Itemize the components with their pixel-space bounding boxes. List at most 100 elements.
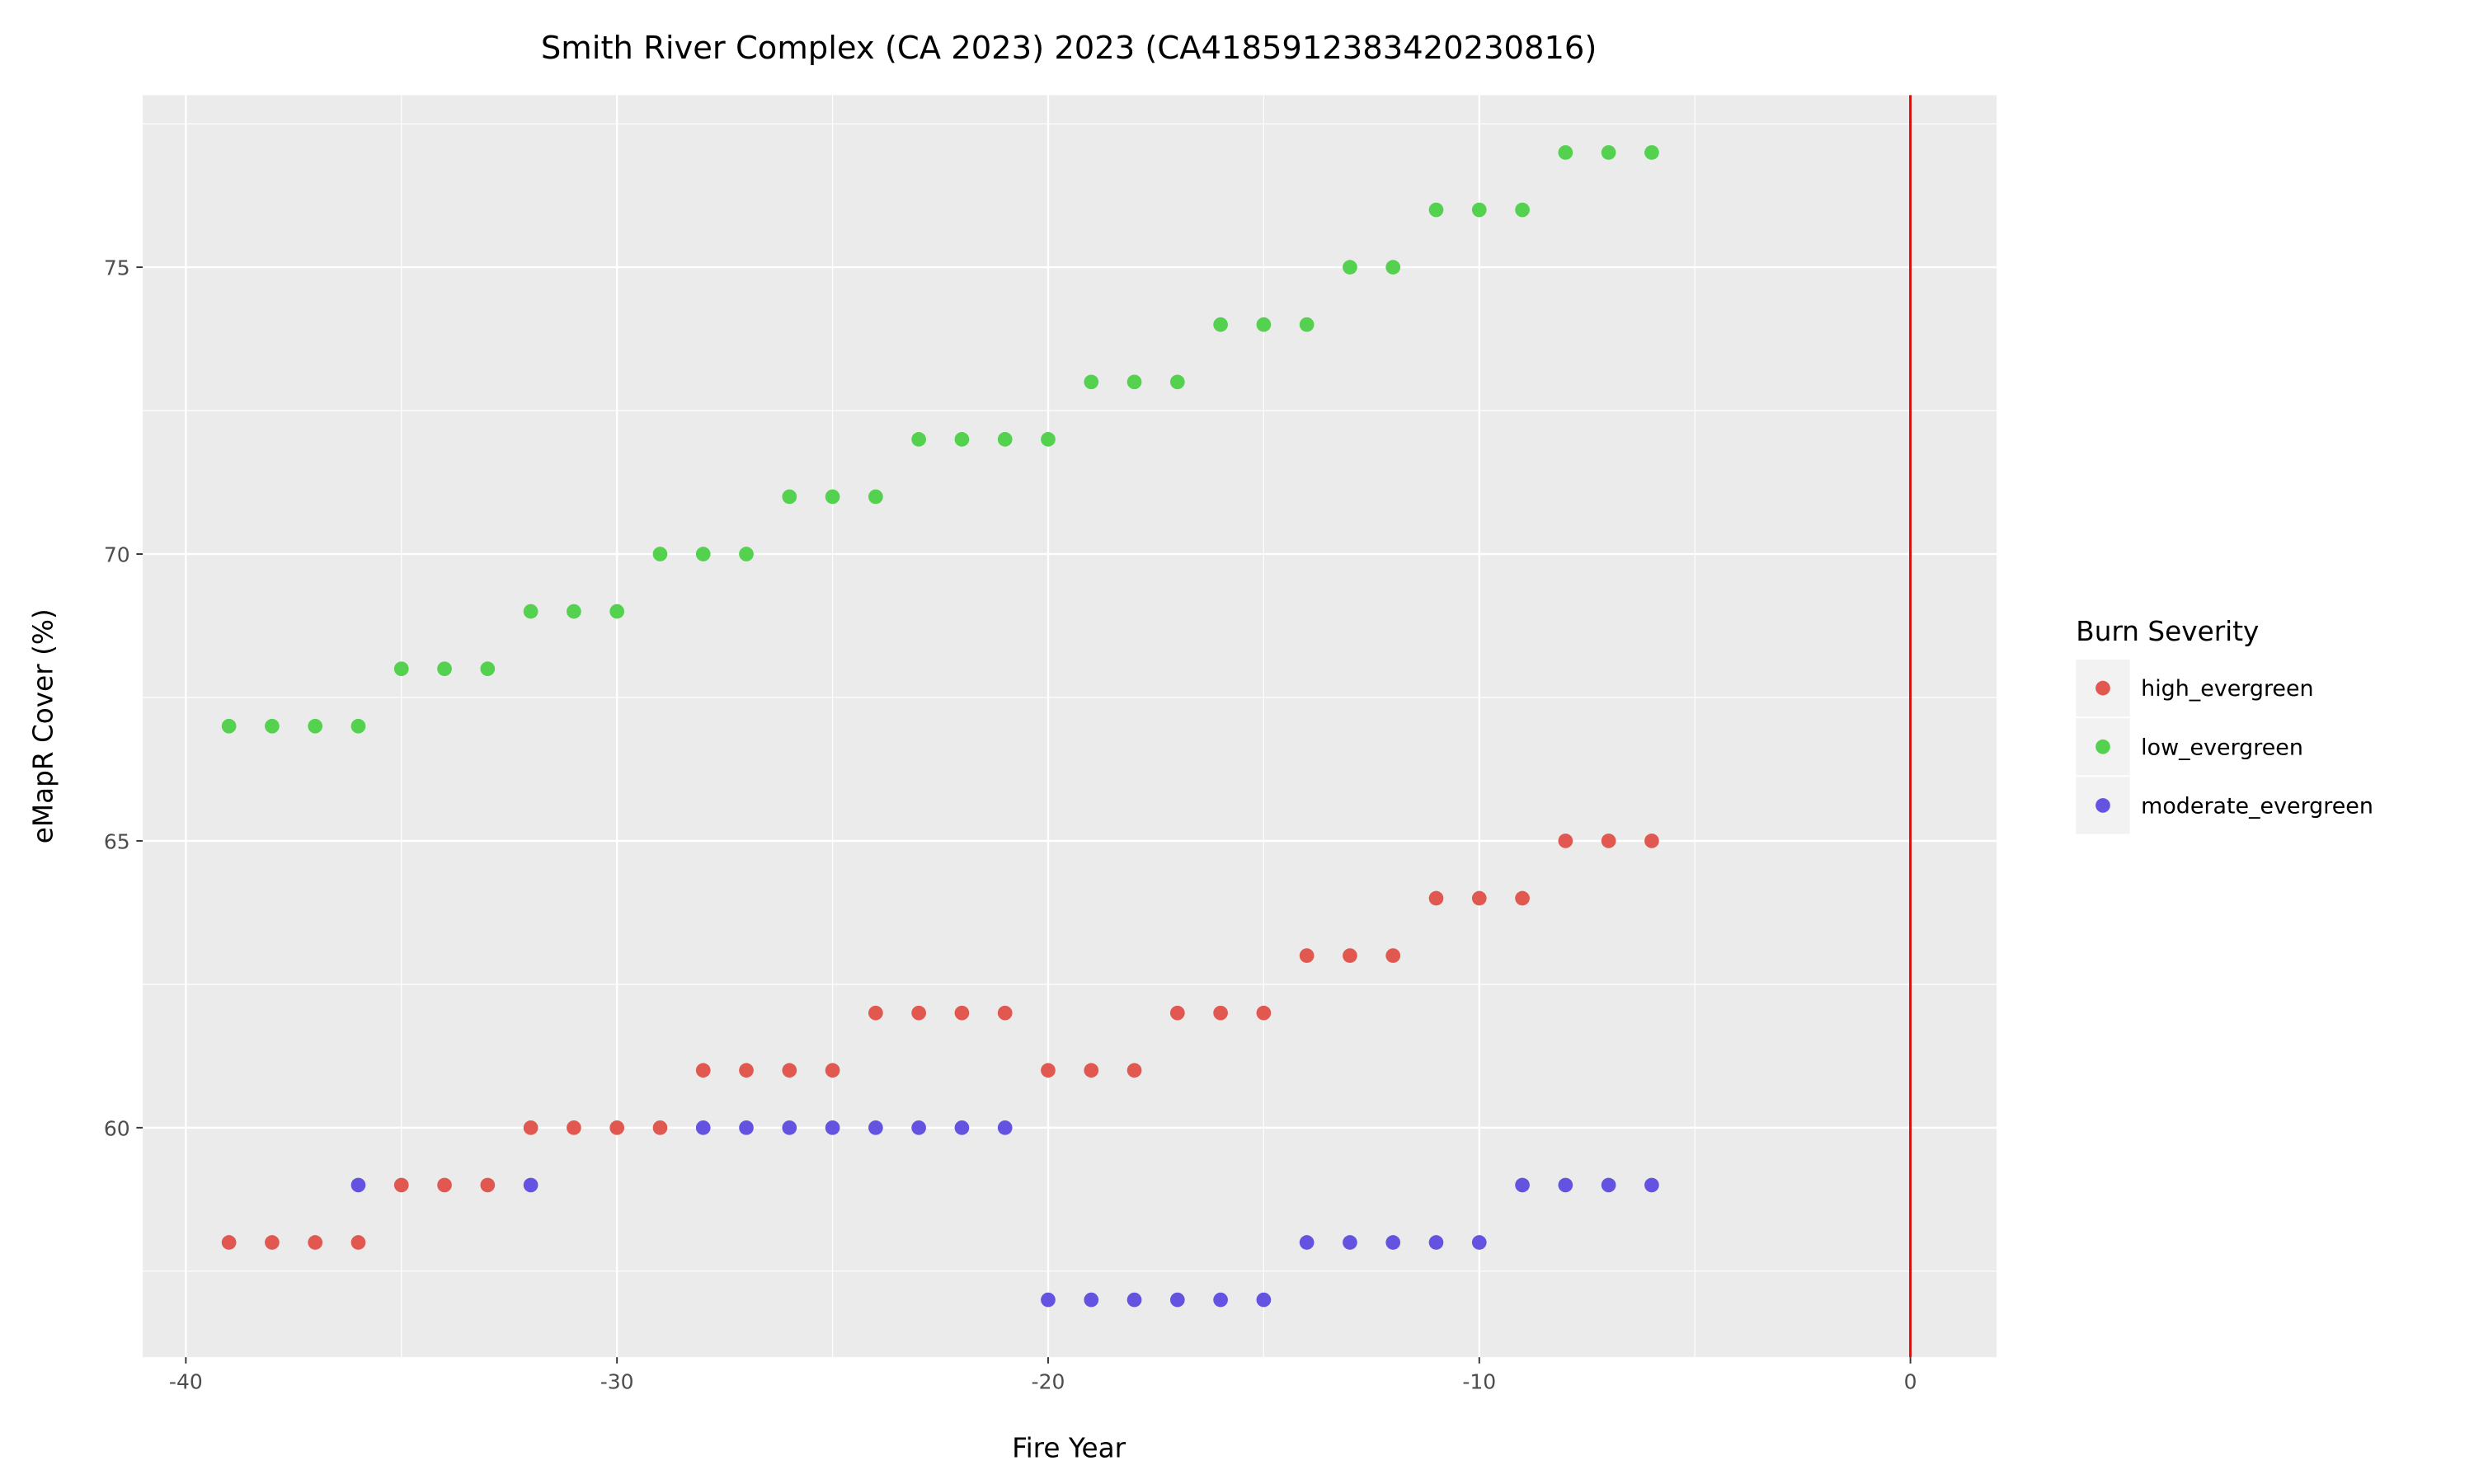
point-moderate_evergreen [1343,1235,1357,1250]
x-axis-title: Fire Year [1012,1432,1126,1463]
y-axis-title: eMapR Cover (%) [27,608,59,843]
point-low_evergreen [308,718,323,734]
y-tick-label: 70 [104,543,130,567]
point-high_evergreen [1343,948,1357,963]
point-low_evergreen [437,661,452,677]
point-high_evergreen [1256,1005,1272,1021]
point-high_evergreen [954,1005,970,1021]
point-low_evergreen [997,432,1013,447]
point-low_evergreen [1256,317,1272,332]
point-moderate_evergreen [695,1120,711,1135]
point-high_evergreen [221,1235,237,1250]
x-tick-label: 0 [1904,1370,1917,1394]
point-low_evergreen [221,718,237,734]
point-low_evergreen [567,603,581,619]
legend-key-low_evergreen [2095,739,2110,754]
point-low_evergreen [739,547,754,561]
point-moderate_evergreen [825,1120,840,1135]
point-moderate_evergreen [1084,1292,1099,1308]
point-low_evergreen [911,432,926,447]
point-low_evergreen [1558,145,1573,160]
point-low_evergreen [1515,202,1530,218]
point-moderate_evergreen [954,1120,970,1135]
point-low_evergreen [1644,145,1659,160]
point-low_evergreen [1299,317,1315,332]
point-high_evergreen [1299,948,1315,963]
x-tick-label: -20 [1032,1370,1065,1394]
y-tick-label: 75 [104,256,130,280]
point-high_evergreen [652,1120,668,1135]
point-high_evergreen [695,1063,711,1078]
point-low_evergreen [1213,317,1228,332]
point-low_evergreen [652,547,668,561]
x-axis-ticks: -40 -30 -20 -10 0 [169,1357,1917,1394]
point-moderate_evergreen [1041,1292,1056,1308]
point-high_evergreen [911,1005,926,1021]
legend-key-high_evergreen [2095,680,2110,696]
point-low_evergreen [1084,374,1099,390]
point-high_evergreen [393,1177,409,1193]
point-moderate_evergreen [1256,1292,1272,1308]
x-tick-label: -30 [600,1370,634,1394]
point-high_evergreen [308,1235,323,1250]
point-high_evergreen [1428,890,1444,906]
point-high_evergreen [567,1120,581,1135]
legend: Burn Severity high_evergreen low_evergree… [2076,616,2373,834]
point-high_evergreen [480,1177,496,1193]
point-low_evergreen [393,661,409,677]
y-tick-label: 65 [104,830,130,854]
point-high_evergreen [1644,834,1659,848]
point-moderate_evergreen [1213,1292,1228,1308]
point-high_evergreen [739,1063,754,1078]
point-high_evergreen [1169,1005,1185,1021]
point-high_evergreen [437,1177,452,1193]
point-high_evergreen [265,1235,280,1250]
point-low_evergreen [782,489,797,505]
point-low_evergreen [1428,202,1444,218]
chart-title: Smith River Complex (CA 2023) 2023 (CA41… [541,30,1597,67]
point-low_evergreen [1041,432,1056,447]
point-moderate_evergreen [739,1120,754,1135]
point-low_evergreen [1343,260,1357,275]
point-moderate_evergreen [1385,1235,1401,1250]
point-high_evergreen [523,1120,539,1135]
point-high_evergreen [782,1063,797,1078]
point-high_evergreen [1515,890,1530,906]
point-moderate_evergreen [1515,1177,1530,1193]
point-low_evergreen [609,603,625,619]
legend-label-moderate_evergreen: moderate_evergreen [2141,794,2373,819]
point-moderate_evergreen [1558,1177,1573,1193]
point-high_evergreen [825,1063,840,1078]
point-moderate_evergreen [1126,1292,1142,1308]
point-high_evergreen [1385,948,1401,963]
point-low_evergreen [695,547,711,561]
point-moderate_evergreen [997,1120,1013,1135]
point-moderate_evergreen [782,1120,797,1135]
point-low_evergreen [265,718,280,734]
point-high_evergreen [350,1235,366,1250]
point-low_evergreen [523,603,539,619]
legend-key-moderate_evergreen [2095,798,2110,813]
point-low_evergreen [868,489,883,505]
point-moderate_evergreen [1601,1177,1616,1193]
point-high_evergreen [1558,834,1573,848]
point-moderate_evergreen [1471,1235,1487,1250]
point-low_evergreen [954,432,970,447]
point-low_evergreen [1169,374,1185,390]
y-axis-ticks: 60 65 70 75 [104,256,143,1140]
legend-title: Burn Severity [2076,616,2259,647]
point-low_evergreen [1471,202,1487,218]
x-tick-label: -40 [169,1370,203,1394]
point-high_evergreen [1126,1063,1142,1078]
point-low_evergreen [1601,145,1616,160]
point-high_evergreen [1041,1063,1056,1078]
point-high_evergreen [609,1120,625,1135]
point-high_evergreen [1471,890,1487,906]
point-moderate_evergreen [1169,1292,1185,1308]
point-moderate_evergreen [868,1120,883,1135]
point-moderate_evergreen [350,1177,366,1193]
point-high_evergreen [1601,834,1616,848]
point-high_evergreen [868,1005,883,1021]
point-moderate_evergreen [1428,1235,1444,1250]
